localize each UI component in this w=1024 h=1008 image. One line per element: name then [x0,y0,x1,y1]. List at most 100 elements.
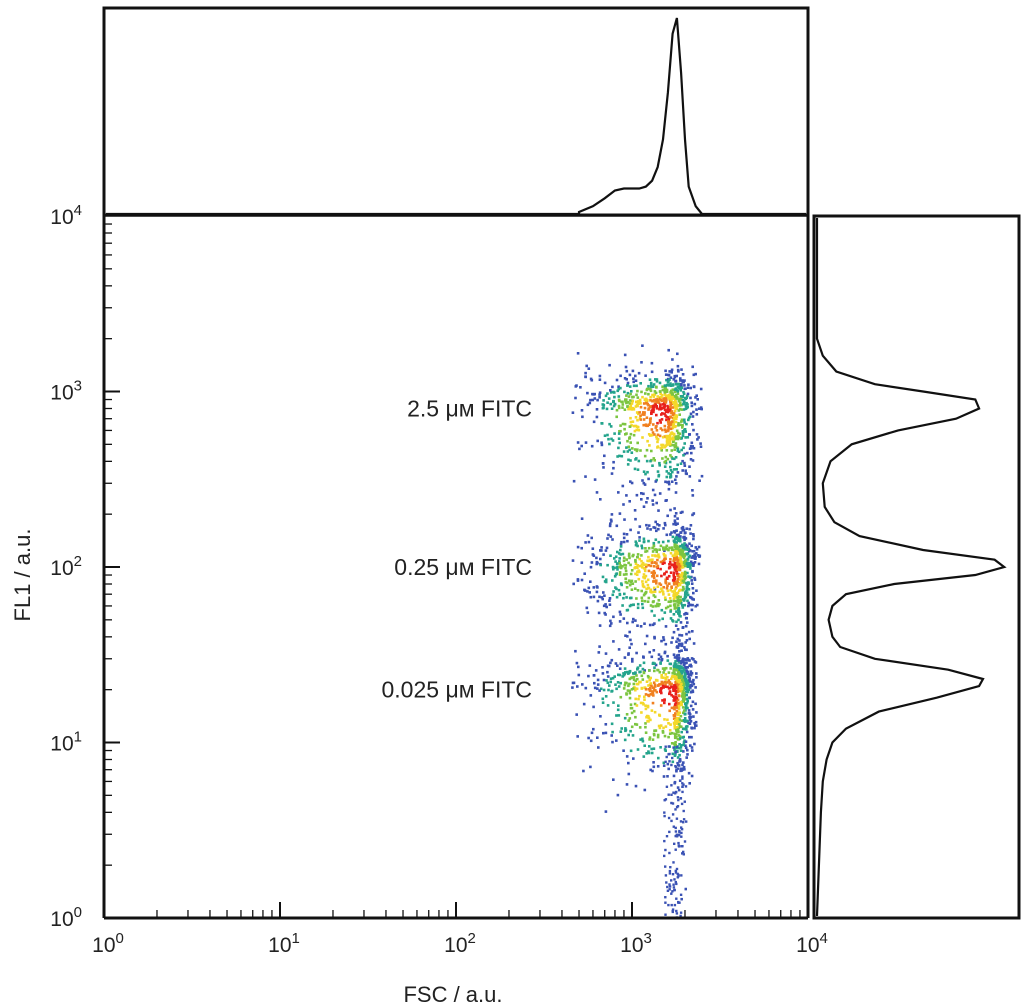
scatter-point [651,488,655,492]
scatter-point [676,728,680,731]
scatter-point [655,501,658,505]
scatter-point [671,358,674,361]
scatter-point [660,413,663,416]
scatter-point [684,666,687,669]
scatter-point [676,637,680,641]
scatter-point [664,678,668,681]
scatter-point [653,662,656,665]
scatter-point [618,562,621,565]
scatter-point [643,744,646,747]
scatter-point [672,599,676,603]
scatter-point [679,389,682,392]
scatter-point [636,748,640,751]
scatter-point [652,661,655,665]
scatter-point [665,384,669,387]
scatter-point [635,400,638,404]
scatter-point [687,601,690,605]
scatter-point [668,709,671,713]
scatter-point [683,739,686,742]
scatter-point [680,686,684,689]
scatter-point [646,583,650,587]
scatter-point [638,680,641,684]
scatter-point [618,667,622,670]
scatter-point [600,546,603,549]
scatter-point [695,394,698,397]
scatter-point [681,554,684,557]
scatter-point [636,677,639,681]
scatter-point [676,805,680,808]
scatter-point [664,428,667,431]
scatter-point [675,382,678,386]
scatter-point [647,569,651,573]
scatter-point [636,570,639,574]
scatter-point [634,784,638,788]
scatter-point [662,548,666,551]
scatter-point [677,661,681,664]
scatter-point [676,447,680,451]
scatter-point [676,471,680,474]
scatter-point [685,686,689,690]
scatter-point [688,603,691,607]
scatter-point [634,587,637,590]
scatter-point [675,897,678,900]
scatter-point [634,405,638,408]
scatter-point [618,406,621,410]
scatter-point [689,524,693,527]
scatter-point [672,791,675,794]
scatter-point [679,550,682,554]
scatter-point [641,395,644,399]
scatter-point [669,405,672,409]
scatter-point [674,869,677,873]
scatter-point [648,444,651,447]
scatter-point [651,554,654,557]
scatter-point [666,681,669,684]
scatter-point [623,667,627,670]
scatter-point [603,594,606,597]
scatter-point [682,408,686,411]
scatter-point [652,761,655,764]
scatter-point [640,711,643,714]
scatter-point [661,562,665,565]
scatter-point [647,423,651,426]
scatter-point [665,547,668,551]
scatter-point [692,533,695,536]
scatter-point [681,510,684,514]
scatter-point [693,742,696,746]
scatter-point [663,799,666,802]
scatter-point [643,698,646,701]
scatter-point [631,582,635,585]
scatter-point [674,871,678,874]
scatter-point [647,392,650,396]
scatter-point [641,479,644,482]
scatter-point [587,674,590,678]
scatter-point [619,564,622,567]
scatter-point [677,422,680,425]
scatter-point [649,399,652,402]
scatter-point [663,465,667,468]
scatter-point [611,730,614,734]
scatter-points [571,344,704,919]
scatter-point [639,405,643,409]
scatter-point [574,385,578,388]
scatter-point [667,482,671,486]
scatter-point [651,600,655,604]
scatter-point [682,743,685,747]
scatter-point [651,499,654,502]
scatter-point [661,388,665,392]
scatter-point [670,410,674,413]
scatter-point [639,414,642,417]
scatter-point [668,662,672,666]
scatter-point [683,596,687,600]
scatter-point [659,544,663,548]
scatter-point [640,554,643,557]
scatter-point [678,407,682,411]
scatter-point [663,748,667,751]
scatter-point [613,432,616,435]
scatter-point [674,543,677,547]
scatter-point [675,659,679,662]
scatter-point [674,733,677,737]
scatter-point [669,473,673,476]
scatter-point [677,608,680,611]
scatter-point [626,384,629,387]
scatter-point [677,618,680,622]
